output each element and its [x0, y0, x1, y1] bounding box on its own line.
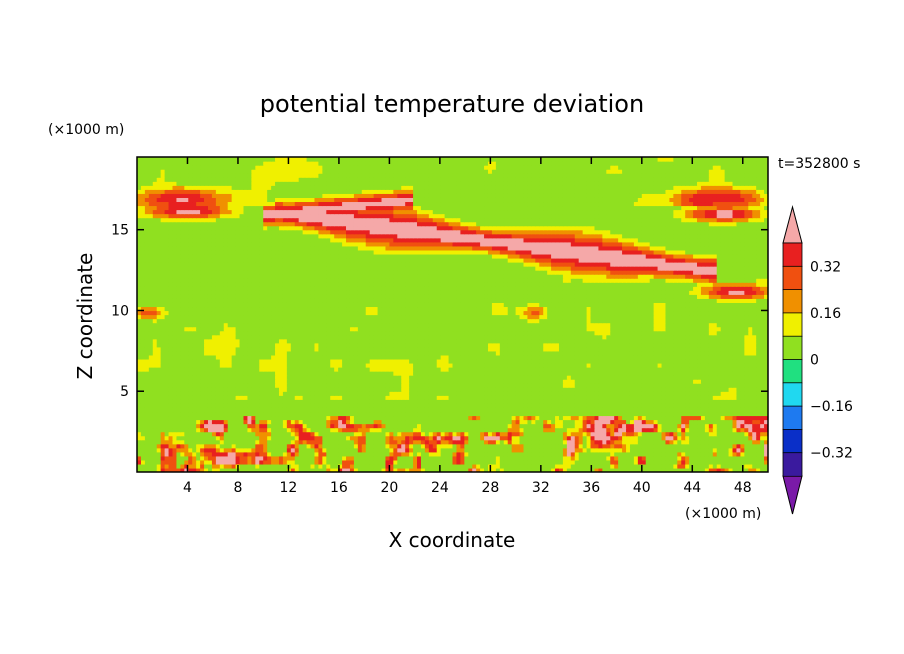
colorbar-swatch [782, 382, 803, 407]
x-tick-label: 28 [481, 480, 499, 496]
y-unit-label: (×1000 m) [48, 122, 124, 138]
x-tick-label: 16 [330, 480, 348, 496]
y-tick-label: 15 [111, 223, 129, 239]
colorbar-swatch [782, 359, 803, 384]
x-tick-label: 12 [280, 480, 298, 496]
colorbar-label: −0.32 [810, 446, 853, 462]
y-tick-label: 5 [120, 384, 129, 400]
plot-frame [136, 156, 769, 473]
x-tick-label: 4 [183, 480, 192, 496]
colorbar-label: −0.16 [810, 399, 853, 415]
time-label: t=352800 s [778, 156, 860, 172]
colorbar-swatch [782, 312, 803, 337]
colorbar: 0.32 0.16 0 −0.16 −0.32 [782, 205, 853, 515]
x-tick-label: 8 [233, 480, 242, 496]
colorbar-label: 0.32 [810, 259, 841, 275]
x-tick-label: 36 [582, 480, 600, 496]
colorbar-label: 0.16 [810, 306, 841, 322]
y-tick-label: 10 [111, 303, 129, 319]
colorbar-swatch [782, 242, 803, 268]
colorbar-swatch [782, 452, 803, 477]
x-axis-label: X coordinate [389, 528, 516, 552]
x-tick-label: 24 [431, 480, 449, 496]
y-axis-label: Z coordinate [73, 253, 97, 380]
heatmap-field [137, 157, 768, 472]
chart-title: potential temperature deviation [260, 90, 644, 118]
colorbar-label: 0 [810, 353, 819, 369]
colorbar-extend-min [782, 475, 803, 515]
y-axis: 5 10 15 [111, 223, 768, 400]
colorbar-extend-max [782, 205, 803, 244]
x-tick-label: 40 [633, 480, 651, 496]
x-tick-label: 20 [380, 480, 398, 496]
x-unit-label: (×1000 m) [685, 506, 761, 522]
x-tick-label: 32 [532, 480, 550, 496]
x-tick-label: 44 [683, 480, 701, 496]
colorbar-swatch [782, 335, 803, 361]
x-tick-label: 48 [734, 480, 752, 496]
colorbar-swatch [782, 289, 803, 314]
colorbar-swatch [782, 428, 803, 454]
colorbar-swatch [782, 405, 803, 431]
colorbar-swatch [782, 265, 803, 291]
x-axis: 4 8 12 16 20 24 28 32 36 40 44 48 [183, 157, 752, 496]
